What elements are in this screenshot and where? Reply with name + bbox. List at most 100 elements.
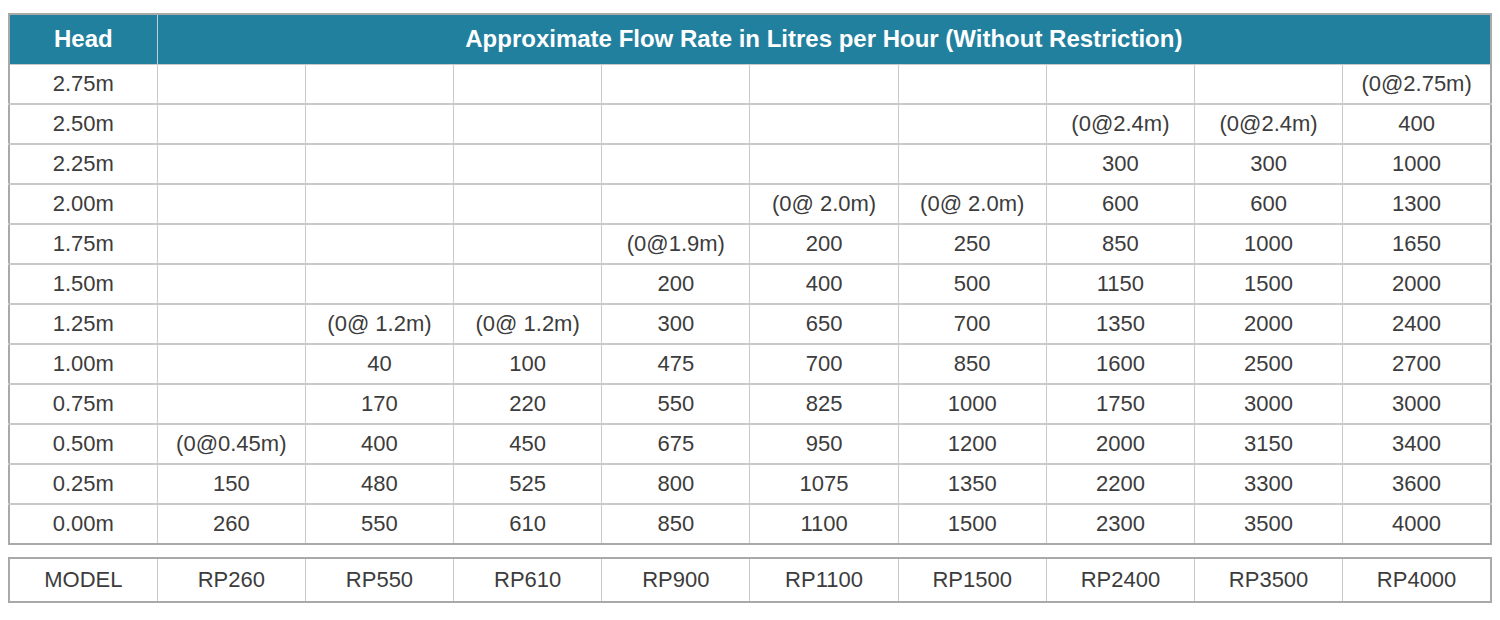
flow-value-cell: 1750 xyxy=(1046,384,1194,424)
head-value-cell: 1.75m xyxy=(9,224,157,264)
head-value-cell: 0.00m xyxy=(9,504,157,544)
flow-value-cell: 600 xyxy=(1046,184,1194,224)
head-value-cell: 2.75m xyxy=(9,64,157,104)
flow-value-cell xyxy=(157,64,305,104)
flow-value-cell: 1100 xyxy=(750,504,898,544)
flow-value-cell: (0@ 2.0m) xyxy=(750,184,898,224)
flow-value-cell xyxy=(305,224,453,264)
table-header: Head Approximate Flow Rate in Litres per… xyxy=(9,14,1491,64)
flow-value-cell xyxy=(898,144,1046,184)
flow-value-cell xyxy=(305,144,453,184)
flow-value-cell: 3000 xyxy=(1343,384,1491,424)
flow-value-cell: 800 xyxy=(602,464,750,504)
flow-value-cell: 2000 xyxy=(1195,304,1343,344)
table-row: 1.25m(0@ 1.2m)(0@ 1.2m)30065070013502000… xyxy=(9,304,1491,344)
flow-value-cell: 1300 xyxy=(1343,184,1491,224)
flow-value-cell xyxy=(750,64,898,104)
flow-value-cell: 825 xyxy=(750,384,898,424)
flow-value-cell xyxy=(1046,64,1194,104)
flow-value-cell: 475 xyxy=(602,344,750,384)
flow-value-cell: 200 xyxy=(750,224,898,264)
table-gap-divider xyxy=(8,545,1492,557)
flow-value-cell: 3500 xyxy=(1195,504,1343,544)
model-table: MODEL RP260RP550RP610RP900RP1100RP1500RP… xyxy=(8,557,1492,603)
flow-value-cell: 3400 xyxy=(1343,424,1491,464)
head-column-header: Head xyxy=(9,14,157,64)
flow-value-cell: 300 xyxy=(1195,144,1343,184)
flow-value-cell: 950 xyxy=(750,424,898,464)
head-value-cell: 2.00m xyxy=(9,184,157,224)
head-value-cell: 0.25m xyxy=(9,464,157,504)
flow-value-cell: 480 xyxy=(305,464,453,504)
flow-value-cell xyxy=(454,144,602,184)
model-name-cell: RP1100 xyxy=(750,558,898,602)
flow-value-cell: 850 xyxy=(898,344,1046,384)
flow-value-cell: 1350 xyxy=(1046,304,1194,344)
table-row: 2.25m3003001000 xyxy=(9,144,1491,184)
flow-value-cell xyxy=(454,104,602,144)
flow-value-cell: 260 xyxy=(157,504,305,544)
model-name-cell: RP2400 xyxy=(1046,558,1194,602)
model-name-cell: RP4000 xyxy=(1343,558,1491,602)
flow-value-cell xyxy=(157,224,305,264)
header-row: Head Approximate Flow Rate in Litres per… xyxy=(9,14,1491,64)
table-title: Approximate Flow Rate in Litres per Hour… xyxy=(157,14,1491,64)
flow-value-cell: (0@2.75m) xyxy=(1343,64,1491,104)
head-value-cell: 1.25m xyxy=(9,304,157,344)
flow-value-cell: 3150 xyxy=(1195,424,1343,464)
flow-value-cell: 2200 xyxy=(1046,464,1194,504)
head-value-cell: 1.00m xyxy=(9,344,157,384)
flow-value-cell xyxy=(602,104,750,144)
flow-value-cell: (0@2.4m) xyxy=(1195,104,1343,144)
flow-value-cell: (0@2.4m) xyxy=(1046,104,1194,144)
flow-value-cell: 1500 xyxy=(1195,264,1343,304)
flow-value-cell xyxy=(602,144,750,184)
model-name-cell: RP550 xyxy=(305,558,453,602)
flow-value-cell: 610 xyxy=(454,504,602,544)
flow-value-cell xyxy=(898,104,1046,144)
flow-value-cell: 450 xyxy=(454,424,602,464)
table-row: 2.50m(0@2.4m)(0@2.4m)400 xyxy=(9,104,1491,144)
flow-value-cell: (0@ 1.2m) xyxy=(454,304,602,344)
flow-value-cell: 1075 xyxy=(750,464,898,504)
flow-value-cell: 3300 xyxy=(1195,464,1343,504)
table-row: 2.75m (0@2.75m) xyxy=(9,64,1491,104)
flow-value-cell: 675 xyxy=(602,424,750,464)
flow-value-cell: 40 xyxy=(305,344,453,384)
flow-value-cell xyxy=(157,104,305,144)
flow-value-cell xyxy=(305,64,453,104)
model-name-cell: RP1500 xyxy=(898,558,1046,602)
flow-value-cell xyxy=(157,304,305,344)
flow-value-cell xyxy=(305,264,453,304)
flow-value-cell: 200 xyxy=(602,264,750,304)
table-row: 0.25m15048052580010751350220033003600 xyxy=(9,464,1491,504)
flow-value-cell xyxy=(454,184,602,224)
table-row: 2.00m(0@ 2.0m)(0@ 2.0m)6006001300 xyxy=(9,184,1491,224)
flow-value-cell: 1000 xyxy=(1195,224,1343,264)
flow-value-cell: 250 xyxy=(898,224,1046,264)
model-name-cell: RP900 xyxy=(602,558,750,602)
model-name-cell: RP260 xyxy=(157,558,305,602)
flow-value-cell: 550 xyxy=(602,384,750,424)
head-value-cell: 0.50m xyxy=(9,424,157,464)
model-name-cell: RP3500 xyxy=(1195,558,1343,602)
flow-value-cell: (0@ 2.0m) xyxy=(898,184,1046,224)
flow-value-cell: 300 xyxy=(602,304,750,344)
flow-value-cell: 400 xyxy=(1343,104,1491,144)
flow-value-cell: 850 xyxy=(1046,224,1194,264)
flow-value-cell xyxy=(602,184,750,224)
flow-value-cell: 550 xyxy=(305,504,453,544)
flow-value-cell: 3000 xyxy=(1195,384,1343,424)
flow-value-cell xyxy=(157,344,305,384)
flow-value-cell xyxy=(1195,64,1343,104)
flow-value-cell xyxy=(750,144,898,184)
flow-value-cell xyxy=(602,64,750,104)
flow-value-cell xyxy=(898,64,1046,104)
flow-value-cell: 400 xyxy=(750,264,898,304)
flow-value-cell xyxy=(454,224,602,264)
model-row-label: MODEL xyxy=(9,558,157,602)
flow-value-cell: 2000 xyxy=(1046,424,1194,464)
flow-value-cell: 1600 xyxy=(1046,344,1194,384)
flow-value-cell: 650 xyxy=(750,304,898,344)
table-row: 0.75m1702205508251000175030003000 xyxy=(9,384,1491,424)
